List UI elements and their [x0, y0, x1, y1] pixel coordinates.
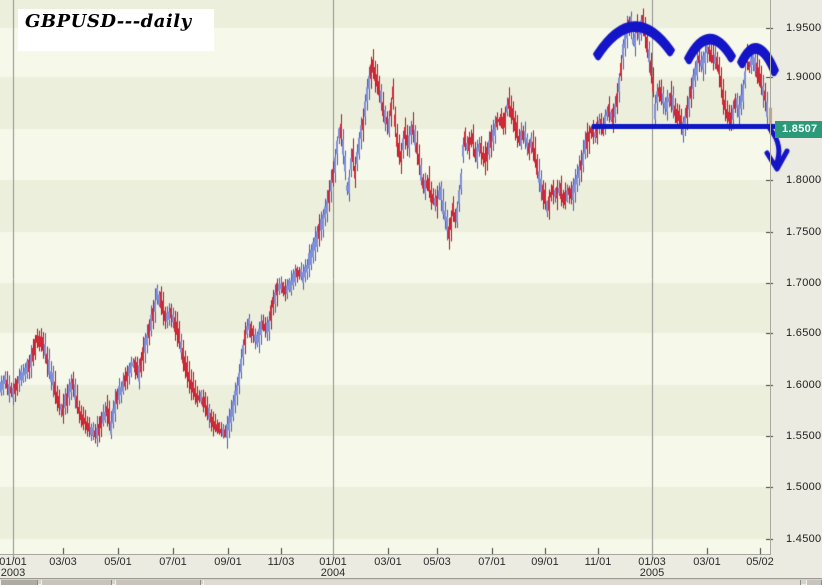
- taskbar-button[interactable]: [806, 580, 822, 585]
- plot-bottom-border: [0, 554, 771, 555]
- y-axis-label: 1.9000: [786, 71, 822, 83]
- taskbar-button[interactable]: [41, 580, 112, 585]
- taskbar-strip: [0, 578, 822, 585]
- x-axis-label: 01/01 2004: [319, 556, 347, 579]
- x-axis-label: 11/01: [584, 556, 612, 568]
- x-axis-label: 03/01: [693, 556, 721, 568]
- y-axis-label: 1.4500: [786, 533, 822, 545]
- y-axis-label: 1.9500: [786, 22, 822, 34]
- neckline-price-tag: 1.8507: [775, 121, 822, 138]
- y-axis-label: 1.8000: [786, 174, 822, 186]
- chart-title: GBPUSD---daily: [25, 11, 192, 32]
- y-axis-label: 1.6500: [786, 327, 822, 339]
- x-axis-label: 07/01: [478, 556, 506, 568]
- x-axis-label: 05/02: [746, 556, 774, 568]
- chart-title-box: GBPUSD---daily: [18, 9, 214, 51]
- y-axis-label: 1.7000: [786, 277, 822, 289]
- taskbar-button[interactable]: [115, 580, 201, 585]
- x-axis-year-label: 2003: [0, 567, 26, 579]
- y-axis-label: 1.5500: [786, 430, 822, 442]
- x-axis-label: 09/01: [531, 556, 559, 568]
- x-axis-year-label: 2005: [639, 567, 665, 579]
- x-axis-label: 03/01: [374, 556, 402, 568]
- x-axis-label: 09/01: [214, 556, 242, 568]
- y-axis-label: 1.5000: [786, 481, 822, 493]
- y-axis-label: 1.7500: [786, 226, 822, 238]
- x-axis-label: 07/01: [159, 556, 187, 568]
- x-axis-label: 03/03: [49, 556, 77, 568]
- x-axis-label: 01/01 2003: [0, 556, 27, 579]
- plot-right-border: [770, 0, 771, 554]
- x-axis-label: 05/03: [423, 556, 451, 568]
- x-axis-label: 01/03 2005: [638, 556, 666, 579]
- x-axis-label: 11/03: [267, 556, 295, 568]
- x-axis-year-label: 2004: [320, 567, 346, 579]
- x-axis-label: 05/01: [104, 556, 132, 568]
- taskbar-button[interactable]: [0, 580, 38, 585]
- y-axis-label: 1.6000: [786, 379, 822, 391]
- taskbar-button[interactable]: [203, 580, 801, 585]
